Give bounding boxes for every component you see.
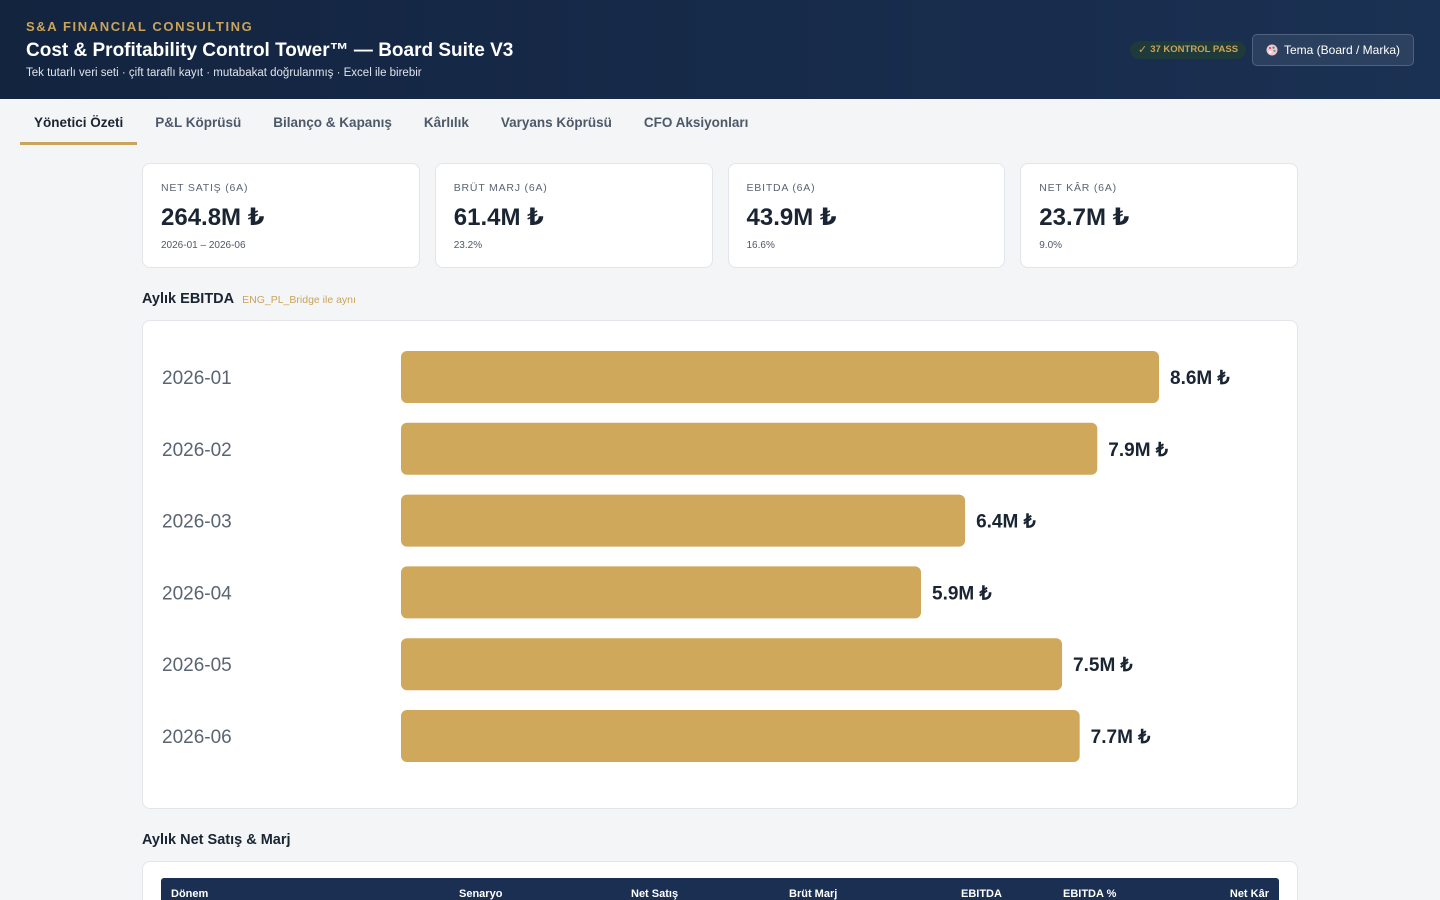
bar-value-label: 7.7M ₺ (1091, 727, 1151, 748)
bar-value-label: 5.9M ₺ (932, 583, 992, 604)
kpi-value: 61.4M ₺ (453, 204, 544, 231)
tab-bar: Yönetici Özeti P&L Köprüsü Bilanço & Kap… (20, 99, 766, 145)
column-header[interactable]: Senaryo (459, 888, 503, 900)
kpi-subtext: 23.2% (453, 240, 483, 251)
palette-icon (1266, 44, 1278, 56)
column-header[interactable]: Dönem (171, 888, 209, 900)
kpi-label: BRÜT MARJ (6A) (453, 182, 548, 194)
kpi-value: 23.7M ₺ (1039, 204, 1130, 231)
category-label: 2026-04 (162, 583, 232, 604)
net-sales-section-title: Aylık Net Satış & Marj (142, 832, 291, 848)
bar-value-label: 7.5M ₺ (1073, 655, 1133, 676)
kpi-card-gross-margin: BRÜT MARJ (6A) 61.4M ₺ 23.2% (434, 163, 713, 268)
tab-cfo-actions[interactable]: CFO Aksiyonları (643, 114, 749, 130)
ebitda-bar[interactable] (401, 351, 1159, 403)
category-label: 2026-03 (162, 512, 232, 533)
tab-variance-bridge[interactable]: Varyans Köprüsü (500, 114, 612, 130)
ebitda-bar[interactable] (401, 422, 1098, 475)
table-header-row: Dönem Senaryo Net Satış Brüt Marj EBITDA… (161, 878, 1279, 900)
ebitda-bar[interactable] (401, 638, 1063, 691)
bar-value-label: 7.9M ₺ (1108, 440, 1168, 461)
bar-value-label: 6.4M ₺ (976, 512, 1036, 533)
section-note: ENG_PL_Bridge ile aynı (242, 294, 356, 306)
kpi-label: NET KÂR (6A) (1039, 182, 1117, 194)
net-sales-table-card: Dönem Senaryo Net Satış Brüt Marj EBITDA… (142, 861, 1298, 900)
column-header[interactable]: Net Satış (631, 888, 679, 900)
ebitda-bar-chart: 2026-01 8.6M ₺ 2026-02 7.9M ₺ 2026-03 6.4M ₺ 2… (162, 351, 1230, 762)
tab-pl-bridge[interactable]: P&L Köprüsü (155, 114, 242, 130)
brand-name: S&A FINANCIAL CONSULTING (26, 19, 254, 34)
category-label: 2026-05 (162, 655, 232, 676)
column-header[interactable]: Brüt Marj (789, 888, 838, 900)
control-pass-badge: ✓ 37 KONTROL PASS (1130, 41, 1247, 59)
section-title-text: Aylık EBITDA (142, 291, 235, 307)
category-label: 2026-06 (162, 727, 232, 748)
theme-button[interactable]: Tema (Board / Marka) (1252, 34, 1414, 66)
ebitda-chart-card: 2026-01 8.6M ₺ 2026-02 7.9M ₺ 2026-03 6.4M ₺ 2… (142, 320, 1298, 809)
ebitda-bar[interactable] (401, 710, 1080, 762)
tab-balance-sheet[interactable]: Bilanço & Kapanış (273, 114, 392, 130)
kpi-value: 264.8M ₺ (161, 204, 265, 231)
column-header[interactable]: Net Kâr (1229, 888, 1269, 900)
kpi-subtext: 9.0% (1039, 240, 1063, 251)
tab-executive-summary[interactable]: Yönetici Özeti (20, 99, 138, 145)
category-label: 2026-01 (162, 368, 232, 389)
pass-badge-label: 37 KONTROL PASS (1150, 44, 1239, 55)
kpi-label: NET SATIŞ (6A) (161, 182, 249, 194)
kpi-label: EBITDA (6A) (746, 182, 816, 194)
ebitda-section-title: Aylık EBITDA ENG_PL_Bridge ile aynı (142, 291, 356, 307)
kpi-value: 43.9M ₺ (746, 204, 837, 231)
column-header[interactable]: EBITDA % (1063, 888, 1117, 900)
page-subtitle: Tek tutarlı veri seti · çift taraflı kay… (26, 67, 422, 79)
kpi-row: NET SATIŞ (6A) 264.8M ₺ 2026-01 – 2026-0… (142, 163, 1298, 268)
category-label: 2026-02 (162, 440, 232, 461)
kpi-subtext: 2026-01 – 2026-06 (161, 240, 246, 251)
tab-profitability[interactable]: Kârlılık (423, 114, 469, 130)
ebitda-bar[interactable] (401, 494, 966, 547)
kpi-card-net-sales: NET SATIŞ (6A) 264.8M ₺ 2026-01 – 2026-0… (142, 163, 420, 268)
check-icon: ✓ (1138, 44, 1148, 56)
theme-button-label: Tema (Board / Marka) (1283, 43, 1401, 57)
ebitda-bar[interactable] (401, 566, 922, 619)
page-title: Cost & Profitability Control Tower™ — Bo… (26, 40, 514, 61)
bar-value-label: 8.6M ₺ (1170, 368, 1230, 389)
kpi-card-ebitda: EBITDA (6A) 43.9M ₺ 16.6% (727, 163, 1006, 268)
column-header[interactable]: EBITDA (961, 888, 1002, 900)
kpi-card-net-profit: NET KÂR (6A) 23.7M ₺ 9.0% (1020, 163, 1298, 268)
kpi-subtext: 16.6% (746, 240, 775, 251)
top-header: S&A FINANCIAL CONSULTING Cost & Profitab… (0, 0, 1440, 99)
